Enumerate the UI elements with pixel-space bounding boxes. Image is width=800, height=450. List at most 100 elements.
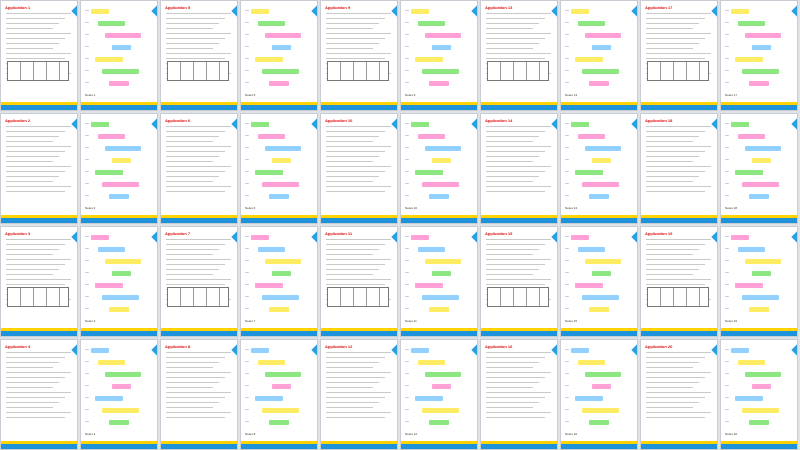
page-thumbnail[interactable]: — — — — — — — Notes 7 <box>240 226 318 337</box>
page-thumbnail[interactable]: — — — — — — — Notes 20 <box>720 339 798 450</box>
text-line <box>646 407 693 408</box>
page-bottom-band <box>241 441 317 444</box>
page-bottom-band <box>321 215 397 218</box>
page-thumbnail[interactable]: — — — — — — — Notes 11 <box>400 226 478 337</box>
page-thumbnail[interactable]: Application 7 <box>160 226 238 337</box>
page-thumbnail[interactable]: Application 8 <box>160 339 238 450</box>
page-title: Application 14 <box>485 118 513 123</box>
highlight-mark <box>589 420 609 425</box>
text-line <box>166 136 219 137</box>
handwriting-line: — <box>725 180 729 185</box>
page-thumbnail[interactable]: — — — — — — — Notes 10 <box>400 113 478 224</box>
highlight-mark <box>425 259 461 264</box>
handwriting-line: — <box>245 245 249 250</box>
highlight-mark <box>95 396 123 401</box>
page-thumbnail[interactable]: — — — — — — — Notes 8 <box>240 339 318 450</box>
page-thumbnail[interactable]: Application 20 <box>640 339 718 450</box>
text-line <box>326 33 391 34</box>
text-line <box>6 141 53 142</box>
thumbnail-column: Application 9 Application 10 Application 1… <box>320 0 398 450</box>
page-thumbnail[interactable]: — — — — — — — Notes 14 <box>560 113 638 224</box>
page-thumbnail[interactable]: Application 10 <box>320 113 398 224</box>
handwriting-line: — <box>85 180 89 185</box>
highlight-mark <box>752 45 771 50</box>
text-line <box>166 28 213 29</box>
highlight-mark <box>112 384 131 389</box>
page-thumbnail[interactable]: — — — — — — — Notes 13 <box>560 0 638 111</box>
text-line <box>6 392 71 393</box>
page-thumbnail[interactable]: — — — — — — — Notes 15 <box>560 226 638 337</box>
page-thumbnail[interactable]: Application 12 <box>320 339 398 450</box>
text-line <box>326 239 391 240</box>
highlight-mark <box>745 146 781 151</box>
page-thumbnail[interactable]: Application 13 <box>480 0 558 111</box>
text-line <box>166 417 225 418</box>
handwriting-line: — <box>725 19 729 24</box>
page-thumbnail[interactable]: — — — — — — — Notes 4 <box>80 339 158 450</box>
text-line <box>486 33 551 34</box>
text-line <box>486 279 551 280</box>
page-thumbnail[interactable]: — — — — — — — Notes 5 <box>240 0 318 111</box>
page-thumbnail[interactable]: — — — — — — — Notes 18 <box>720 113 798 224</box>
highlight-mark <box>265 33 301 38</box>
page-corner-marker <box>391 231 397 243</box>
page-thumbnail[interactable]: Application 19 <box>640 226 718 337</box>
page-thumbnail[interactable]: — — — — — — — Notes 2 <box>80 113 158 224</box>
handwriting-line: — <box>245 406 249 411</box>
page-bottom-band <box>81 444 157 449</box>
handwriting-line: — <box>85 293 89 298</box>
text-line <box>6 28 53 29</box>
text-line <box>166 38 225 39</box>
page-thumbnail[interactable]: Application 15 <box>480 226 558 337</box>
handwriting-line: — <box>565 132 569 137</box>
text-line <box>6 38 65 39</box>
page-thumbnail[interactable]: — — — — — — — Notes 6 <box>240 113 318 224</box>
highlight-mark <box>589 194 609 199</box>
handwriting-line: — <box>405 192 409 197</box>
handwriting-line: — <box>85 418 89 423</box>
page-thumbnail[interactable]: — — — — — — — Notes 3 <box>80 226 158 337</box>
highlight-mark <box>102 182 139 187</box>
page-thumbnail[interactable]: Application 1 <box>0 0 78 111</box>
highlight-mark <box>731 9 749 14</box>
highlight-mark <box>742 182 779 187</box>
highlight-mark <box>749 307 769 312</box>
page-thumbnail[interactable]: Application 14 <box>480 113 558 224</box>
highlight-mark <box>422 408 459 413</box>
text-line <box>326 43 379 44</box>
page-thumbnail[interactable]: Application 11 <box>320 226 398 337</box>
page-corner-marker <box>231 231 237 243</box>
handwriting-line: — <box>565 245 569 250</box>
highlight-mark <box>429 420 449 425</box>
handwriting-line: — <box>725 67 729 72</box>
page-thumbnail[interactable]: Application 18 <box>640 113 718 224</box>
text-line <box>6 131 65 132</box>
page-thumbnail[interactable]: Application 6 <box>160 113 238 224</box>
page-thumbnail[interactable]: Application 5 <box>160 0 238 111</box>
page-thumbnail[interactable]: Application 2 <box>0 113 78 224</box>
highlight-mark <box>91 122 109 127</box>
text-line <box>486 151 545 152</box>
text-line <box>166 53 231 54</box>
page-thumbnail[interactable]: Application 16 <box>480 339 558 450</box>
text-line <box>166 367 213 368</box>
handwriting-line: — <box>245 257 249 262</box>
page-thumbnail[interactable]: — — — — — — — Notes 9 <box>400 0 478 111</box>
text-line <box>166 244 225 245</box>
text-line <box>486 171 545 172</box>
page-thumbnail[interactable]: Application 17 <box>640 0 718 111</box>
handwriting-line: — <box>565 55 569 60</box>
page-thumbnail[interactable]: — — — — — — — Notes 12 <box>400 339 478 450</box>
page-thumbnail[interactable]: — — — — — — — Notes 19 <box>720 226 798 337</box>
page-thumbnail[interactable]: — — — — — — — Notes 16 <box>560 339 638 450</box>
handwriting-line: — <box>85 19 89 24</box>
text-line <box>646 186 711 187</box>
page-thumbnail[interactable]: Application 3 <box>0 226 78 337</box>
page-thumbnail[interactable]: Application 9 <box>320 0 398 111</box>
page-thumbnail[interactable]: — — — — — — — Notes 1 <box>80 0 158 111</box>
handwriting-line: — <box>85 245 89 250</box>
page-thumbnail[interactable]: — — — — — — — Notes 17 <box>720 0 798 111</box>
highlight-mark <box>411 122 429 127</box>
handwriting-line: — <box>85 31 89 36</box>
page-thumbnail[interactable]: Application 4 <box>0 339 78 450</box>
